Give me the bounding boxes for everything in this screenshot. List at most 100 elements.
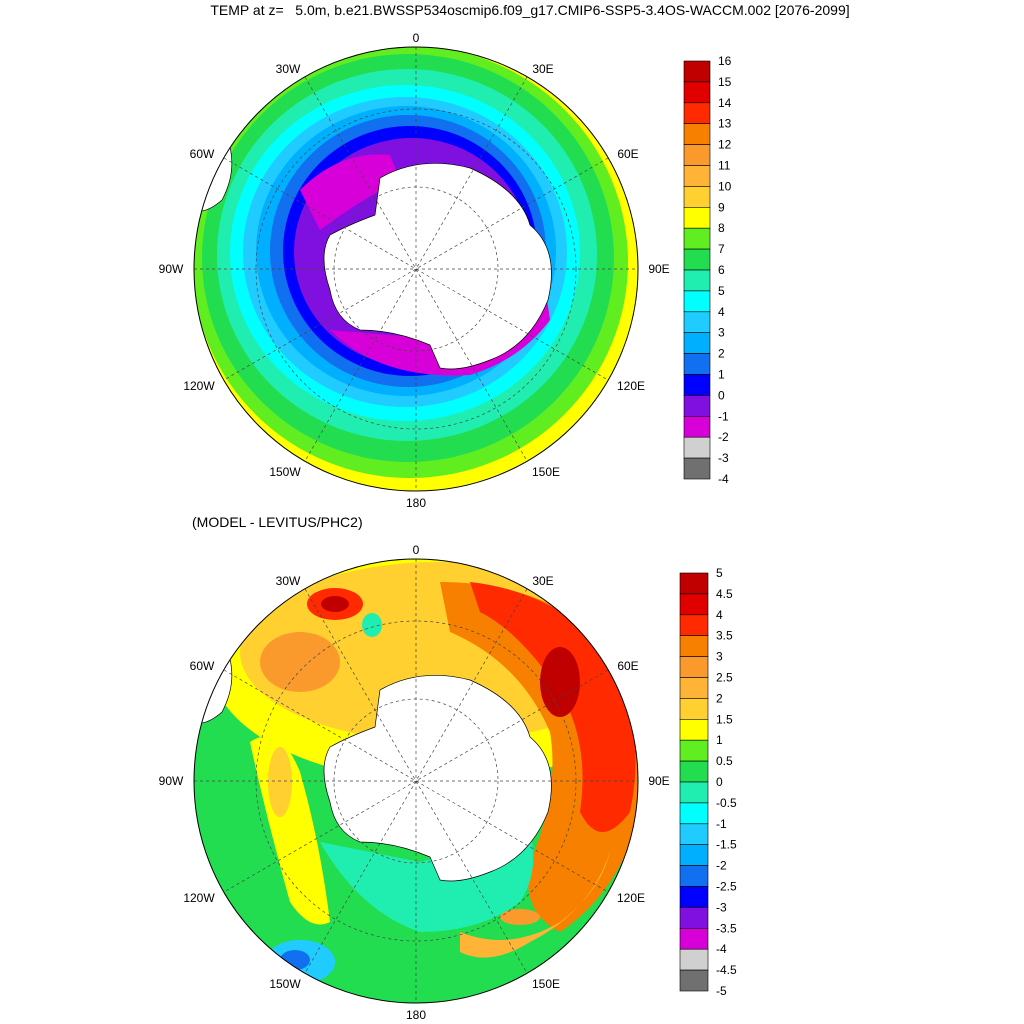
- bottom-colorbar-swatch: [679, 844, 709, 866]
- top-colorbar-swatch: [683, 165, 711, 187]
- bottom-colorbar-label: -2: [716, 859, 727, 873]
- top-colorbar-swatch: [683, 415, 711, 438]
- bottom-colorbar: 5 4.5 4 3.5 3 2.5 2 1.5 1 0.5 0 -0.5 -1 -1.5 -2 -2.5 -3 -…: [679, 566, 737, 998]
- top-colorbar-swatch: [683, 248, 711, 271]
- bottom-colorbar-label: -5: [716, 984, 727, 998]
- bottom-colorbar-swatch: [679, 823, 709, 845]
- bottom-colorbar-swatch: [679, 677, 709, 699]
- top-colorbar-label: 9: [718, 200, 725, 214]
- bottom-colorbar-label: 5: [716, 566, 723, 580]
- bottom-polar-map: 0 30W 30E 60W 60E 90W 90E 120W 120E 150W…: [159, 543, 737, 1022]
- top-colorbar-swatch: [683, 353, 711, 375]
- bottom-colorbar-label: 4.5: [716, 587, 733, 601]
- bottom-colorbar-label: 2: [716, 691, 723, 705]
- bottom-anomaly-field: [194, 559, 638, 1003]
- top-colorbar-swatch: [683, 227, 711, 250]
- top-colorbar-swatch: [683, 207, 711, 229]
- top-lon-label-150e: 150E: [532, 465, 560, 479]
- bottom-colorbar-label: 0: [716, 775, 723, 789]
- top-colorbar-label: 8: [718, 221, 725, 235]
- bottom-lon-label-90w: 90W: [159, 774, 184, 788]
- top-colorbar-swatch: [683, 102, 711, 125]
- bottom-lon-label-60e: 60E: [617, 659, 638, 673]
- top-lon-label-90e: 90E: [648, 262, 669, 276]
- bottom-colorbar-label: 1.5: [716, 712, 733, 726]
- bottom-lon-label-90e: 90E: [648, 774, 669, 788]
- top-lon-label-60w: 60W: [190, 147, 215, 161]
- top-colorbar-label: -2: [718, 430, 729, 444]
- top-colorbar-swatch: [683, 81, 711, 104]
- bottom-lon-label-0: 0: [413, 543, 420, 557]
- top-colorbar-swatch: [683, 144, 711, 166]
- top-colorbar-label: -4: [718, 472, 729, 486]
- bottom-colorbar-swatch: [679, 635, 709, 657]
- bottom-colorbar-label: 4: [716, 608, 723, 622]
- top-colorbar-swatch: [683, 60, 711, 83]
- bottom-colorbar-label: 2.5: [716, 671, 733, 685]
- top-lon-label-180: 180: [406, 496, 426, 510]
- bottom-colorbar-swatch: [679, 781, 709, 804]
- top-colorbar-swatch: [683, 395, 711, 417]
- top-lon-label-120e: 120E: [617, 379, 645, 393]
- bottom-colorbar-swatch: [679, 927, 709, 950]
- top-colorbar-swatch: [683, 436, 711, 459]
- top-colorbar-label: 14: [718, 96, 732, 110]
- top-colorbar-swatch: [683, 186, 711, 208]
- bottom-colorbar-label: -1: [716, 817, 727, 831]
- top-lon-label-0: 0: [413, 31, 420, 45]
- top-lon-label-90w: 90W: [159, 262, 184, 276]
- top-colorbar-label: 0: [718, 388, 725, 402]
- bottom-colorbar-label: -3.5: [716, 921, 737, 935]
- bottom-colorbar-swatch: [679, 656, 709, 678]
- bottom-colorbar-swatch: [679, 593, 709, 616]
- bottom-colorbar-swatch: [679, 760, 709, 783]
- top-title: TEMP at z= 5.0m, b.e21.BWSSP534oscmip6.f…: [210, 2, 850, 18]
- bottom-lon-label-150w: 150W: [269, 977, 301, 991]
- top-colorbar-swatch: [683, 290, 711, 313]
- top-colorbar-swatch: [683, 123, 711, 145]
- bottom-colorbar-label: 3.5: [716, 629, 733, 643]
- bottom-lon-label-120w: 120W: [183, 891, 215, 905]
- top-colorbar-label: 11: [718, 159, 731, 173]
- top-colorbar-label: 12: [718, 138, 732, 152]
- top-colorbar-swatch: [683, 374, 711, 396]
- top-lon-label-30w: 30W: [276, 62, 301, 76]
- top-colorbar-label: 13: [718, 117, 732, 131]
- bottom-colorbar-swatch: [679, 969, 709, 992]
- top-colorbar-label: 15: [718, 75, 732, 89]
- bottom-colorbar-label: -0.5: [716, 796, 737, 810]
- top-colorbar-swatch: [683, 332, 711, 354]
- top-colorbar-label: 7: [718, 242, 725, 256]
- top-colorbar-label: -3: [718, 451, 729, 465]
- top-lon-label-30e: 30E: [532, 62, 553, 76]
- bottom-title: (MODEL - LEVITUS/PHC2): [192, 514, 363, 530]
- top-colorbar-swatch: [683, 457, 711, 480]
- top-polar-map: 0 30W 30E 60W 60E 90W 90E 120W 120E 150W…: [159, 31, 732, 510]
- bottom-colorbar-swatch: [679, 907, 709, 929]
- top-colorbar-swatch: [683, 269, 711, 292]
- bottom-colorbar-label: 0.5: [716, 754, 733, 768]
- bottom-colorbar-swatch: [679, 886, 709, 908]
- bottom-colorbar-swatch: [679, 719, 709, 741]
- bottom-lon-label-30w: 30W: [276, 574, 301, 588]
- bottom-colorbar-label: -1.5: [716, 838, 737, 852]
- bottom-lon-label-150e: 150E: [532, 977, 560, 991]
- bottom-colorbar-label: -2.5: [716, 880, 737, 894]
- top-colorbar-label: 2: [718, 347, 725, 361]
- bottom-colorbar-swatch: [679, 865, 709, 887]
- bottom-colorbar-swatch: [679, 948, 709, 971]
- top-colorbar-label: 16: [718, 54, 732, 68]
- bottom-colorbar-label: -3: [716, 900, 727, 914]
- bottom-lon-label-180: 180: [406, 1008, 426, 1022]
- top-colorbar-label: -1: [718, 409, 729, 423]
- top-colorbar-label: 10: [718, 179, 732, 193]
- bottom-colorbar-swatch: [679, 572, 709, 595]
- top-lon-label-150w: 150W: [269, 465, 301, 479]
- top-colorbar-label: 5: [718, 284, 725, 298]
- bottom-colorbar-swatch: [679, 698, 709, 720]
- top-colorbar-label: 4: [718, 305, 725, 319]
- bottom-colorbar-label: -4: [716, 942, 727, 956]
- bottom-colorbar-swatch: [679, 614, 709, 637]
- top-colorbar-swatch: [683, 311, 711, 333]
